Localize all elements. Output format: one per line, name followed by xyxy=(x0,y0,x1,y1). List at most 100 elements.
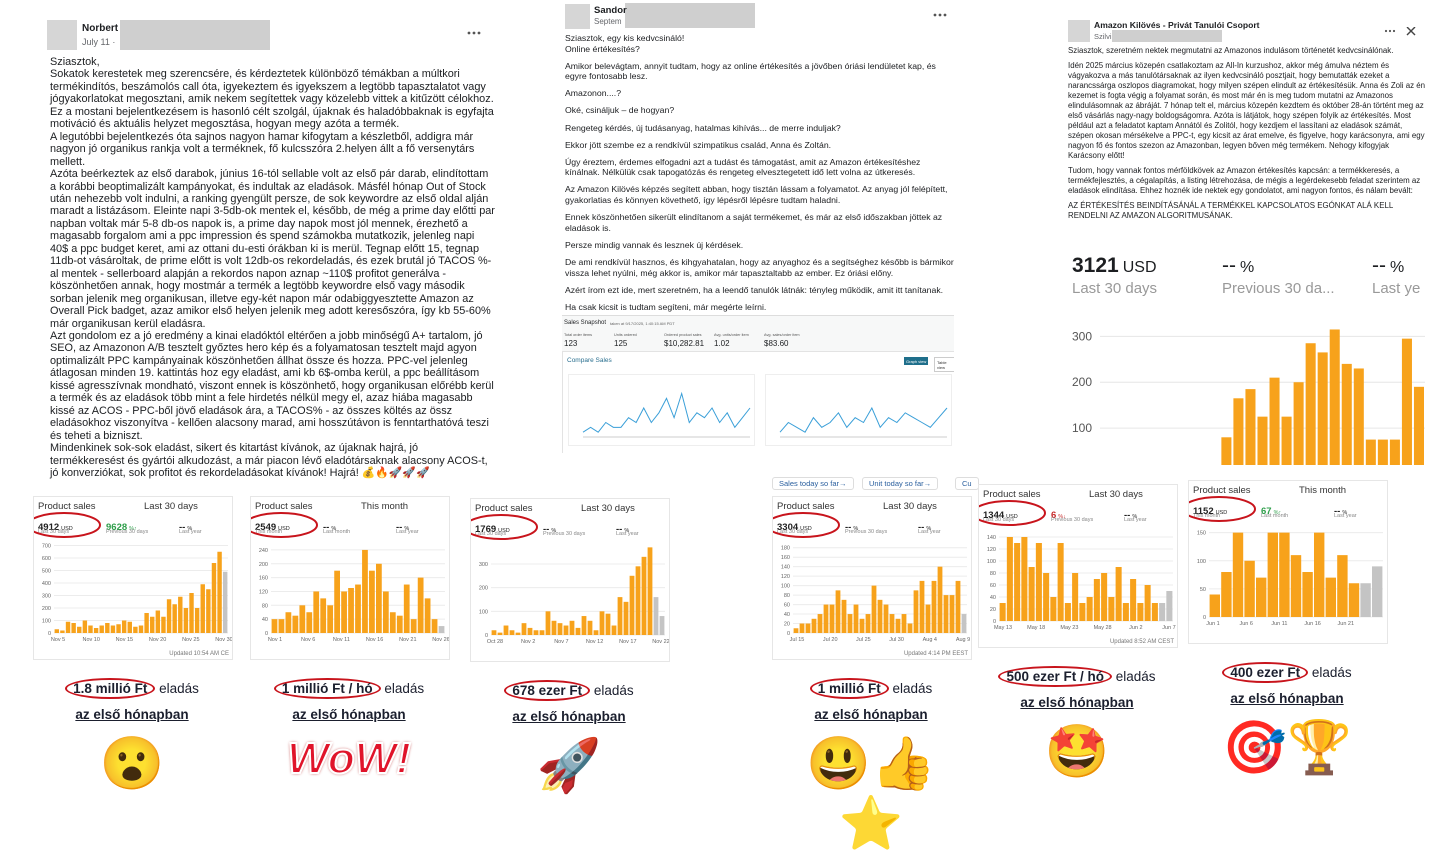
more-icon[interactable] xyxy=(467,30,481,36)
x-tick-label: Nov 7 xyxy=(554,639,568,645)
bar xyxy=(1115,567,1122,621)
bar xyxy=(1325,577,1336,617)
stat: --% xyxy=(179,517,192,535)
post-norbert: Norbert July 11 · Sziasztok, Sokatok kerest… xyxy=(45,18,495,479)
period: Last 30 days xyxy=(581,503,635,514)
bar xyxy=(1293,382,1304,465)
stat-label: Previous 30 days xyxy=(1051,517,1094,523)
bar xyxy=(823,604,829,633)
stat: 3304 USD xyxy=(777,517,812,535)
view-button[interactable]: Graph view xyxy=(904,357,929,365)
bar xyxy=(99,625,104,633)
tab[interactable]: Cu xyxy=(955,477,979,490)
bar xyxy=(515,632,521,635)
stat-value: 1344 xyxy=(983,510,1005,521)
sales-line-chart xyxy=(568,374,755,446)
caption: 1 millió Ft eladás az első hónapban xyxy=(751,676,991,728)
x-tick-label: Jul 25 xyxy=(856,637,871,643)
paragraph: Mindenkinek sok-sok eladást, sikert és k… xyxy=(50,442,488,479)
bar xyxy=(1021,537,1028,621)
y-tick-label: 600 xyxy=(42,556,51,562)
bar xyxy=(1302,572,1313,617)
bar xyxy=(491,630,497,635)
bar xyxy=(1093,579,1100,621)
bar xyxy=(105,623,110,633)
y-tick-label: 80 xyxy=(262,603,268,609)
stat-unit: USD xyxy=(1006,514,1018,520)
stat-label: Last year xyxy=(616,531,639,537)
x-tick-label: Jun 1 xyxy=(1206,621,1219,627)
post-szilvi: Amazon Kilövés - Privát Tanulói Csoport S… xyxy=(1062,15,1427,465)
card-title: Product sales xyxy=(255,501,313,512)
bar xyxy=(161,616,166,633)
tab[interactable]: Unit today so far→ xyxy=(862,477,939,490)
bar xyxy=(503,625,509,635)
paragraph: Azóta beérkeztek az első darabok, június… xyxy=(50,168,495,330)
view-button[interactable]: Table view xyxy=(934,357,954,372)
sales-line xyxy=(779,406,948,433)
bar xyxy=(1079,603,1086,621)
sales-bar-chart: 100 200 300 xyxy=(1072,329,1425,465)
paragraph: Sokatok kerestetek meg szerencsére, és k… xyxy=(50,68,494,131)
tab[interactable]: Sales today so far→ xyxy=(772,477,854,490)
bar-chart: 0 20 40 60 80 100 120 140 May 13 May 18 May 23 May … xyxy=(979,500,1176,645)
y-tick-label: 20 xyxy=(990,607,996,613)
stat-value: 67 xyxy=(1261,506,1272,517)
stat-label: Last month xyxy=(1261,513,1289,519)
paragraph: Ha csak kicsit is tudtam segíteni, már m… xyxy=(565,301,767,312)
highlight-ring xyxy=(251,512,318,538)
bar xyxy=(382,591,389,633)
paragraph: De ami rendkívül hasznos, és kihgyahatal… xyxy=(565,256,954,278)
bar xyxy=(306,612,313,633)
stat: 1344 USD xyxy=(983,505,1018,523)
bar xyxy=(841,599,847,633)
y-tick-label: 120 xyxy=(781,574,790,580)
x-tick-label: Nov 16 xyxy=(366,637,383,643)
bar xyxy=(569,620,575,635)
bar xyxy=(133,626,138,633)
bar xyxy=(1028,567,1035,621)
x-tick-label: Nov 20 xyxy=(149,637,166,643)
bar xyxy=(635,566,641,635)
paragraph: Ekkor jött szembe ez a rendkívül szimpat… xyxy=(565,139,832,150)
bar xyxy=(183,608,189,633)
bar xyxy=(1256,577,1267,617)
bar xyxy=(859,618,865,633)
metric-value: $83.60 xyxy=(764,339,789,348)
bar xyxy=(1348,583,1360,617)
y-tick-label: 300 xyxy=(42,594,51,600)
stat-label: Last 30 days xyxy=(38,529,70,535)
bar xyxy=(93,628,99,633)
y-tick-label: 40 xyxy=(262,617,268,623)
emoji: 🤩 xyxy=(1044,723,1110,781)
emoji: 😃👍⭐ xyxy=(806,735,936,853)
x-tick-label: Nov 2 xyxy=(521,639,535,645)
caption-line2: az első hónapban xyxy=(814,707,928,722)
bar xyxy=(424,598,431,633)
bar xyxy=(605,613,611,635)
bar xyxy=(389,612,396,633)
stat-label: Last 30 days xyxy=(983,517,1015,523)
stat-value: 3304 xyxy=(777,522,799,533)
stat-unit: %↓ xyxy=(1058,514,1066,520)
x-tick-label: Jun 6 xyxy=(1239,621,1252,627)
bar xyxy=(1401,338,1412,465)
y-tick-label: 100 xyxy=(1072,421,1092,435)
y-tick-label: 140 xyxy=(987,535,996,541)
x-tick-label: Nov 6 xyxy=(301,637,315,643)
bar xyxy=(575,627,581,635)
bar xyxy=(155,610,161,633)
stat-value: -- xyxy=(543,524,550,535)
bar xyxy=(121,620,127,633)
bar xyxy=(925,604,931,633)
highlight-ring xyxy=(471,514,538,540)
y-tick-label: 0 xyxy=(48,631,51,637)
stat: 67 %↑ xyxy=(1261,501,1281,519)
paragraph: AZ ÉRTÉKESÍTÉS BEINDÍTÁSÁNÁL A TERMÉKKEL… xyxy=(1068,201,1393,220)
caption-text: eladás xyxy=(888,681,933,696)
stat: --% xyxy=(1222,254,1254,278)
post-controls[interactable] xyxy=(1384,27,1424,39)
bar-chart: 0 40 80 120 160 200 240 Nov 1 Nov 6 Nov 11 Nov 16 N… xyxy=(251,512,449,643)
bar xyxy=(172,604,177,633)
more-icon[interactable] xyxy=(933,12,947,18)
